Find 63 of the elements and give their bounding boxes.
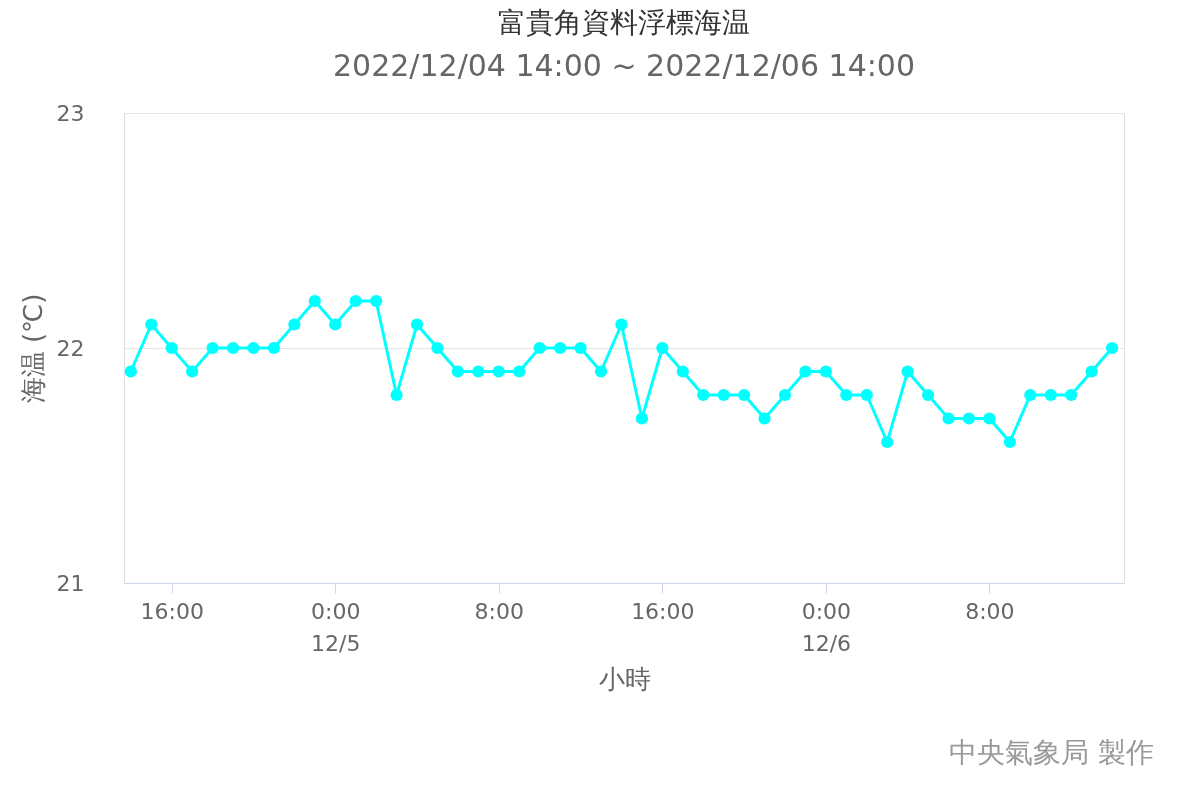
text: 中央氣象局 製作 — [949, 736, 1154, 769]
y-tick-label: 22 — [56, 335, 85, 361]
point — [697, 388, 710, 402]
point — [901, 365, 914, 378]
point — [288, 318, 301, 331]
point — [165, 341, 178, 355]
point — [737, 388, 751, 402]
point — [186, 365, 199, 378]
point — [799, 365, 812, 378]
y-tick-label: 23 — [56, 100, 85, 126]
point — [308, 294, 321, 308]
point — [431, 341, 444, 355]
point — [206, 341, 219, 355]
point — [226, 341, 240, 355]
point — [247, 341, 260, 355]
x-tick-label: 8:00 — [965, 598, 1015, 624]
point — [574, 341, 587, 355]
point — [758, 412, 771, 425]
y-axis-title: 海温 (℃) — [17, 293, 48, 404]
point — [533, 341, 546, 355]
point — [513, 365, 526, 378]
x-tick-label: 8:00 — [474, 598, 524, 624]
point — [1003, 435, 1016, 449]
point — [962, 412, 976, 425]
point — [942, 412, 955, 425]
x-tick-label: 0:00 12/5 — [311, 598, 361, 656]
x-tick-label: 16:00 — [631, 598, 695, 624]
point — [472, 365, 485, 378]
point — [921, 388, 935, 402]
point — [819, 365, 832, 378]
point — [778, 388, 792, 402]
point — [881, 435, 894, 449]
point — [615, 318, 628, 331]
point — [451, 365, 465, 378]
point — [390, 388, 403, 402]
x-tick-label: 0:00 12/6 — [801, 598, 852, 656]
point — [329, 318, 342, 331]
x-tick-label: 16:00 — [140, 598, 204, 624]
point — [983, 412, 996, 425]
point — [349, 294, 362, 308]
point — [492, 365, 505, 378]
point — [267, 341, 281, 355]
point — [594, 365, 608, 378]
point — [840, 388, 853, 402]
point — [1044, 388, 1057, 402]
point — [676, 365, 689, 378]
point — [635, 412, 649, 425]
point — [1085, 365, 1098, 378]
point — [1105, 341, 1119, 355]
point — [145, 318, 158, 331]
chart-subtitle: 2022/12/04 14:00 ~ 2022/12/06 14:00 — [332, 48, 916, 83]
point — [370, 294, 383, 308]
point — [1065, 388, 1078, 402]
point — [1024, 388, 1037, 402]
point — [717, 388, 730, 402]
point — [860, 388, 873, 402]
y-tick-label: 21 — [56, 570, 85, 596]
x-axis-title: 小時 — [598, 663, 651, 694]
point — [410, 318, 424, 331]
point — [553, 341, 567, 355]
chart-title: 富貴角資料浮標海温 — [498, 6, 750, 39]
point — [124, 365, 137, 378]
point — [656, 341, 669, 355]
